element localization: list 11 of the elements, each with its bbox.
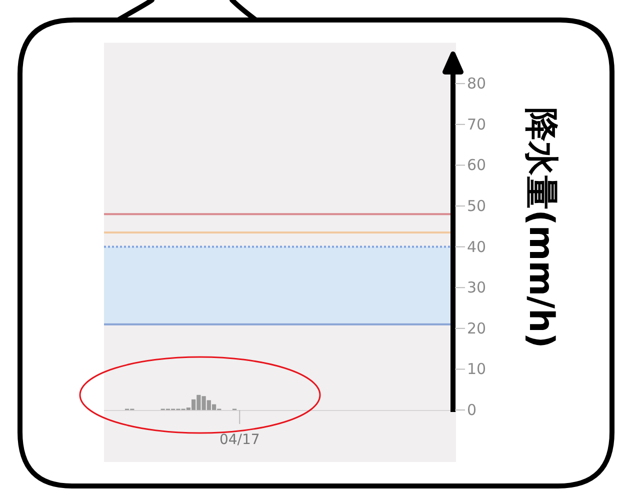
y-tick-label: 40 xyxy=(467,238,486,256)
y-tick-label: 0 xyxy=(467,401,477,419)
y-tick-label: 80 xyxy=(467,74,486,93)
y-tick-label: 20 xyxy=(467,319,486,338)
y-tick-label: 10 xyxy=(467,360,486,378)
x-tick-label: 04/17 xyxy=(219,432,260,448)
y-tick-label: 30 xyxy=(467,278,486,297)
y-tick-label: 60 xyxy=(467,156,486,174)
y-tick-label: 70 xyxy=(467,115,486,134)
y-axis-title: 降水量(mm/h) xyxy=(521,108,561,348)
y-tick-label: 50 xyxy=(467,197,486,215)
